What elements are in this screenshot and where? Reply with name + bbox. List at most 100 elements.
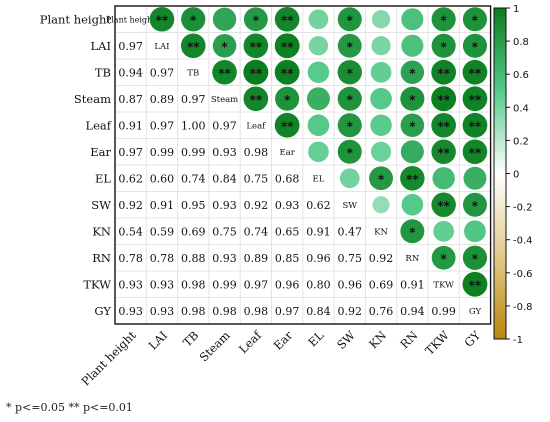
- row-label: LAI: [91, 39, 111, 53]
- correlation-value: 0.92: [338, 305, 363, 318]
- correlation-value: 0.97: [150, 66, 175, 79]
- significance-marker: *: [409, 225, 416, 239]
- correlation-circle: [431, 7, 456, 32]
- correlation-circle: [464, 220, 486, 243]
- significance-marker: *: [253, 13, 260, 27]
- correlation-circle: [462, 271, 488, 297]
- correlation-circle: [337, 60, 362, 85]
- correlation-value: 0.62: [118, 172, 143, 185]
- significance-marker: *: [441, 13, 448, 27]
- diagonal-label: GY: [469, 307, 482, 317]
- correlation-circle: [307, 114, 330, 137]
- correlation-value: 0.97: [275, 305, 300, 318]
- correlation-circle: [431, 192, 456, 217]
- correlation-circle: [181, 7, 206, 32]
- correlation-circle: [274, 6, 300, 32]
- column-label: RN: [397, 328, 420, 351]
- significance-marker: *: [347, 66, 354, 80]
- row-label: TKW: [83, 277, 111, 291]
- diagonal-label: LAI: [154, 42, 169, 52]
- significance-marker: **: [437, 199, 450, 213]
- correlation-circle: [462, 86, 488, 112]
- significance-marker: *: [441, 40, 448, 54]
- correlation-circle: [372, 196, 390, 214]
- row-label: RN: [92, 251, 111, 265]
- correlation-value: 0.93: [212, 199, 237, 212]
- significance-marker: *: [441, 252, 448, 266]
- correlation-circle: [337, 33, 362, 58]
- colorbar-tick-label: 0.6: [513, 70, 529, 81]
- correlation-value: 0.91: [118, 119, 143, 132]
- correlation-value: 0.99: [212, 278, 237, 291]
- correlation-circle: [401, 8, 424, 31]
- correlation-value: 1.00: [181, 119, 206, 132]
- correlation-value: 0.98: [181, 278, 206, 291]
- correlation-value: 0.76: [369, 305, 394, 318]
- correlation-value: 0.75: [212, 225, 237, 238]
- row-label: Plant height: [40, 12, 112, 26]
- correlation-circle: [308, 141, 329, 163]
- correlation-value: 0.65: [275, 225, 300, 238]
- colorbar-tick-label: -0.4: [513, 236, 533, 247]
- row-label: KN: [92, 224, 111, 238]
- significance-marker: **: [250, 40, 263, 54]
- correlation-value: 0.92: [244, 199, 269, 212]
- correlation-circle: [306, 87, 330, 111]
- column-label: LAI: [146, 328, 170, 352]
- significance-marker: *: [472, 199, 479, 213]
- significance-marker: *: [347, 119, 354, 133]
- colorbar-tick-label: 0.2: [513, 136, 529, 147]
- colorbar-tick-label: 1: [513, 4, 519, 15]
- correlation-circle: [274, 33, 300, 59]
- correlation-value: 0.68: [275, 172, 300, 185]
- correlation-circle: [400, 86, 425, 111]
- correlation-circle: [212, 59, 237, 85]
- significance-marker: **: [437, 66, 450, 80]
- correlation-value: 0.93: [150, 305, 175, 318]
- correlation-value: 0.98: [244, 305, 269, 318]
- diagonal-label: TB: [187, 68, 199, 78]
- correlation-circle: [274, 112, 300, 138]
- colorbar-tick-label: 0.8: [513, 37, 529, 48]
- correlation-circle: [337, 139, 362, 164]
- correlation-circle: [401, 34, 424, 57]
- correlation-value: 0.97: [212, 119, 237, 132]
- significance-marker: *: [472, 13, 479, 27]
- row-label: TB: [95, 65, 111, 79]
- correlation-circle: [275, 86, 300, 111]
- correlation-value: 0.91: [150, 199, 175, 212]
- significance-marker: *: [284, 93, 291, 107]
- correlation-circle: [212, 33, 237, 58]
- correlation-circle: [370, 61, 392, 83]
- correlation-circle: [462, 139, 488, 165]
- significance-marker: *: [409, 93, 416, 107]
- significance-marker: *: [472, 40, 479, 54]
- row-label: Leaf: [85, 118, 111, 132]
- significance-marker: **: [469, 278, 482, 292]
- correlation-value: 0.92: [118, 199, 143, 212]
- correlation-circle: [149, 6, 175, 32]
- correlation-circle: [369, 166, 393, 191]
- correlation-value: 0.98: [244, 146, 269, 159]
- correlation-value: 0.93: [275, 199, 300, 212]
- correlation-value: 0.94: [118, 66, 143, 79]
- grid-frame: [114, 5, 492, 325]
- correlation-value: 0.80: [306, 278, 331, 291]
- colorbar-tick-label: 0.4: [513, 103, 529, 114]
- correlation-value: 0.69: [181, 225, 206, 238]
- significance-marker: *: [409, 119, 416, 133]
- colorbar-tick-label: -0.6: [513, 269, 533, 280]
- correlation-value: 0.97: [244, 278, 269, 291]
- significance-marker: *: [221, 40, 228, 54]
- correlation-circle: [243, 59, 269, 85]
- correlation-value: 0.60: [150, 172, 175, 185]
- correlation-circle: [462, 112, 488, 138]
- diagonal-label: Plant height: [106, 15, 156, 24]
- colorbar-tick-label: -0.2: [513, 203, 533, 214]
- correlation-value: 0.95: [181, 199, 206, 212]
- significance-marker: **: [250, 93, 263, 107]
- column-label: TB: [180, 328, 201, 349]
- significance-marker: **: [469, 66, 482, 80]
- column-label: Plant height: [78, 328, 139, 389]
